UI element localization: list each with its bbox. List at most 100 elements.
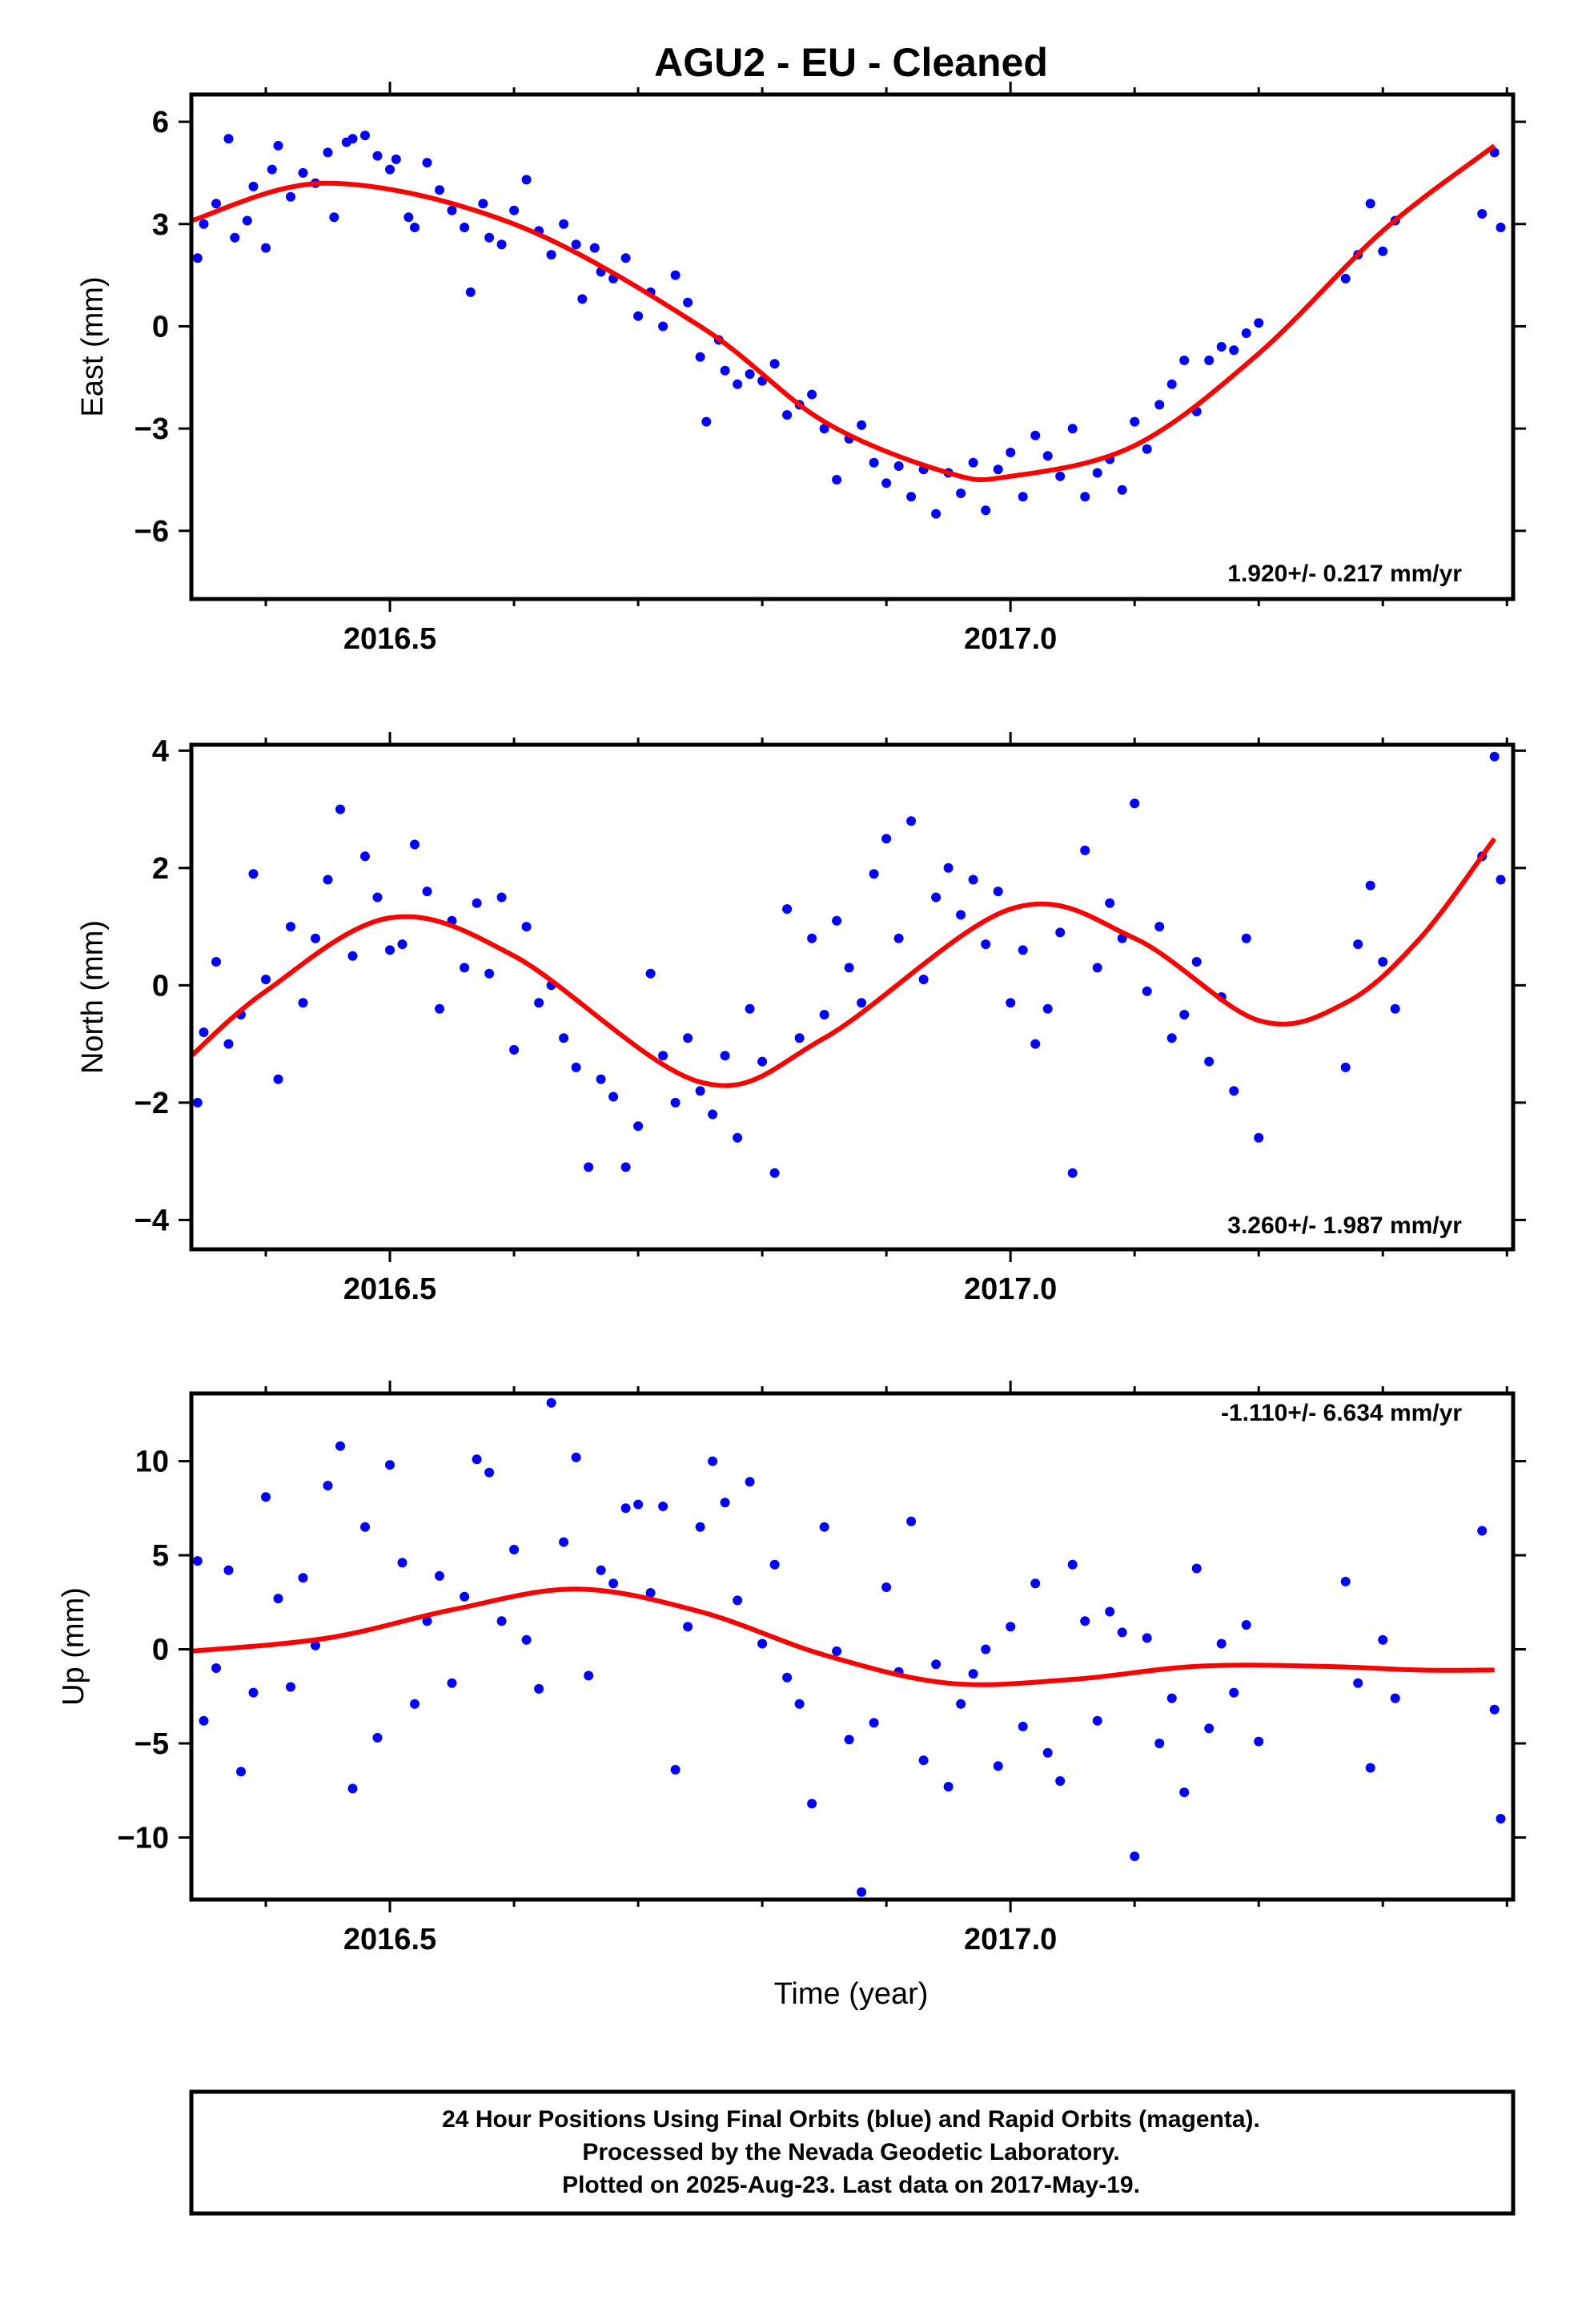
data-point [211,957,221,967]
data-point [1055,1776,1066,1786]
fit-curve [190,837,1497,1088]
data-point [273,1594,283,1604]
data-point [521,922,532,932]
data-points [192,1397,1506,1897]
data-point [261,1492,271,1502]
data-point [1142,1633,1152,1643]
data-point [931,1659,942,1670]
data-point [347,134,358,144]
data-point [534,1683,544,1694]
data-point [460,1591,470,1602]
data-point [1496,1814,1506,1823]
data-point [298,167,308,178]
data-point [1055,927,1066,938]
data-point [1477,209,1488,219]
data-point [435,1570,444,1581]
data-point [1042,1003,1053,1014]
data-point [881,834,892,844]
data-point [1204,1723,1215,1734]
data-point [720,1498,730,1508]
data-point [1117,1627,1127,1638]
data-point [708,1109,718,1120]
data-point [199,1715,209,1726]
data-points [192,131,1506,519]
data-point [1216,342,1227,352]
data-point [422,887,432,897]
data-point [695,1522,705,1532]
data-point [832,475,842,485]
data-point [484,968,495,979]
data-point [733,1595,743,1606]
data-point [1154,400,1165,410]
data-point [620,1503,631,1514]
data-point [993,887,1003,897]
data-point [1067,424,1078,434]
data-point [286,922,295,932]
data-point [1378,1634,1388,1645]
data-point [956,489,966,498]
data-point [1496,875,1506,885]
data-point [1241,933,1251,943]
north-panel: 2016.5 2017.0 −4 −2 0 2 4 North (mm) 3.260+/- 1.… [76,732,1526,1306]
data-point [496,892,507,903]
data-point [745,1477,755,1487]
data-point [223,1565,234,1575]
data-point [968,1669,978,1679]
data-point [192,1556,203,1566]
data-point [981,939,991,950]
data-point [559,1537,569,1547]
data-point [1340,1576,1351,1586]
data-point [620,1162,631,1172]
data-point [1018,945,1028,955]
data-point [546,1397,556,1408]
data-point [1179,1787,1190,1798]
data-point [658,321,669,332]
data-point [683,1622,693,1632]
data-point [1229,1086,1239,1096]
data-point [521,1634,532,1645]
data-point [981,505,991,516]
data-point [683,297,693,308]
y-tick-label: 10 [135,1445,169,1479]
data-point [360,1522,370,1532]
data-point [435,185,444,195]
data-point [273,1074,283,1084]
data-point [230,232,240,243]
data-point [1080,845,1090,855]
y-tick-label: −3 [135,412,169,446]
data-point [645,1588,656,1598]
data-point [956,1699,966,1709]
data-point [385,1460,395,1470]
data-point [298,1573,308,1583]
data-point [329,212,339,223]
data-point [397,939,408,950]
data-point [410,1699,420,1709]
data-point [1018,492,1028,502]
data-point [670,270,681,280]
data-point [1254,318,1264,328]
data-point [422,1616,432,1626]
data-point [757,1056,768,1067]
data-points [192,751,1506,1178]
data-point [435,1003,444,1014]
data-point [1340,273,1351,283]
data-point [546,250,556,260]
data-point [869,869,879,879]
data-point [1130,416,1140,427]
data-point [658,1502,669,1511]
footer-line-2: Processed by the Nevada Geodetic Laborat… [582,2139,1119,2165]
data-point [745,1003,755,1014]
data-point [335,804,345,814]
rate-label: -1.110+/- 6.634 mm/yr [1221,1400,1462,1426]
data-point [807,389,817,400]
data-point [1067,1559,1078,1570]
data-point [869,457,879,468]
data-point [857,420,867,430]
data-point [769,359,780,369]
y-tick-label: −6 [135,515,169,549]
data-point [943,862,954,873]
data-point [385,945,395,955]
data-point [733,379,743,389]
data-point [819,1010,829,1019]
data-point [571,1452,581,1462]
